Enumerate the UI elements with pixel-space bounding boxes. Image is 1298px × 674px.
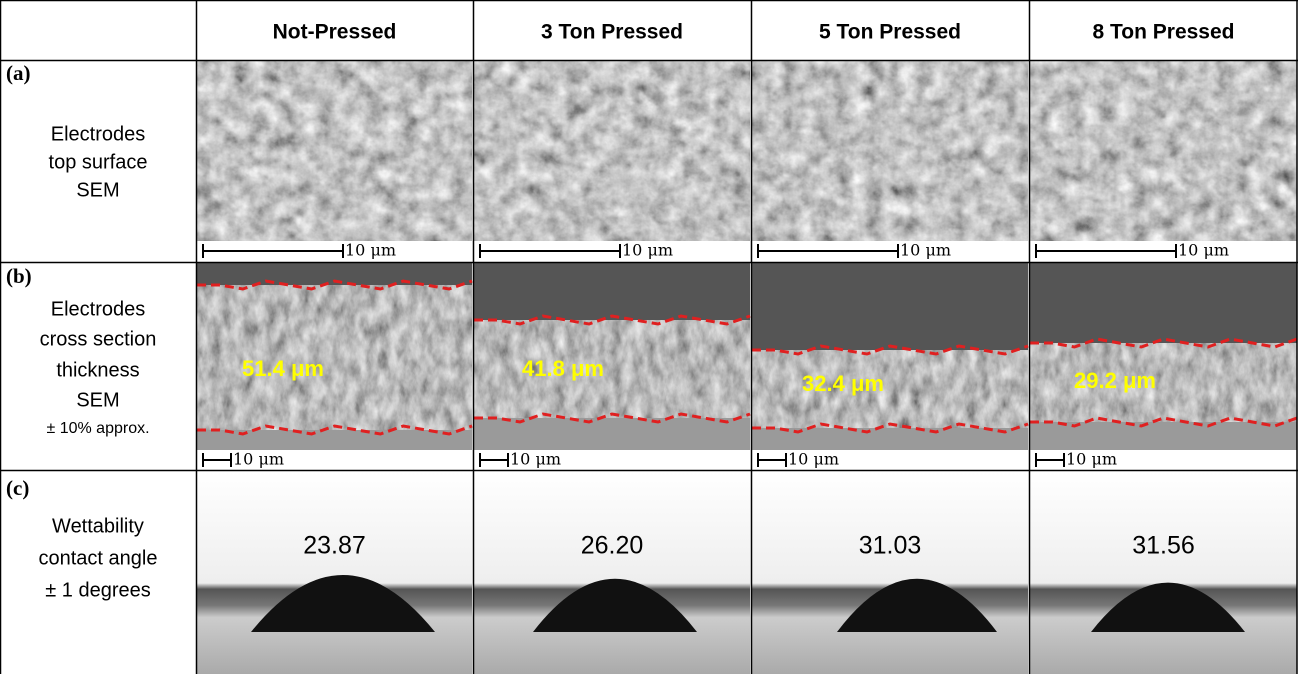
scale-bar-label: 10 μm xyxy=(1178,241,1229,260)
row-description: top surface xyxy=(49,151,148,173)
cross-section-layer xyxy=(474,320,750,418)
substrate xyxy=(1030,422,1297,450)
row-description: cross section xyxy=(40,328,157,350)
row-description: thickness xyxy=(56,359,139,381)
sem-image xyxy=(474,61,750,241)
thickness-label: 51.4 μm xyxy=(242,356,324,381)
sem-image xyxy=(1030,61,1297,241)
row-label: (b) xyxy=(6,264,32,288)
substrate xyxy=(197,430,472,450)
row-description: Electrodes xyxy=(51,298,146,320)
row-description: Electrodes xyxy=(51,123,146,145)
droplet-image xyxy=(197,472,472,674)
droplet-image xyxy=(752,472,1028,674)
droplet-image xyxy=(1030,472,1297,674)
scale-bar-label: 10 μm xyxy=(788,450,839,469)
cross-section-layer xyxy=(197,285,472,430)
scale-bar-label: 10 μm xyxy=(1066,450,1117,469)
contact-angle: 23.87 xyxy=(303,532,366,560)
column-header: 3 Ton Pressed xyxy=(541,21,683,44)
sem-image xyxy=(197,61,472,241)
contact-angle: 31.03 xyxy=(859,532,922,560)
row-label: (c) xyxy=(6,476,29,500)
scale-bar-label: 10 μm xyxy=(622,241,673,260)
column-header: 8 Ton Pressed xyxy=(1093,21,1235,44)
figure-table: 10 μm 51.4 μm 10 μm 23.87 Not-Pressed 10 μm 41… xyxy=(0,0,1298,674)
row-description: SEM xyxy=(76,179,119,201)
column-header: 5 Ton Pressed xyxy=(819,21,961,44)
row-description: Wettability xyxy=(52,515,144,537)
column-header: Not-Pressed xyxy=(273,21,397,44)
droplet-image xyxy=(474,472,750,674)
thickness-label: 32.4 μm xyxy=(802,371,884,396)
cross-section-layer xyxy=(752,350,1028,428)
substrate xyxy=(474,418,750,450)
row-description: ± 10% approx. xyxy=(46,420,149,437)
row-description: SEM xyxy=(76,389,119,411)
contact-angle: 31.56 xyxy=(1132,532,1195,560)
row-label: (a) xyxy=(6,61,31,85)
scale-bar-label: 10 μm xyxy=(510,450,561,469)
scale-bar-label: 10 μm xyxy=(233,450,284,469)
row-description: ± 1 degrees xyxy=(45,579,151,601)
contact-angle: 26.20 xyxy=(581,532,644,560)
substrate xyxy=(752,428,1028,450)
thickness-label: 41.8 μm xyxy=(522,356,604,381)
scale-bar-label: 10 μm xyxy=(345,241,396,260)
thickness-label: 29.2 μm xyxy=(1074,368,1156,393)
cross-section-layer xyxy=(1030,343,1297,422)
row-description: contact angle xyxy=(39,547,158,569)
scale-bar-label: 10 μm xyxy=(900,241,951,260)
sem-image xyxy=(752,61,1028,241)
